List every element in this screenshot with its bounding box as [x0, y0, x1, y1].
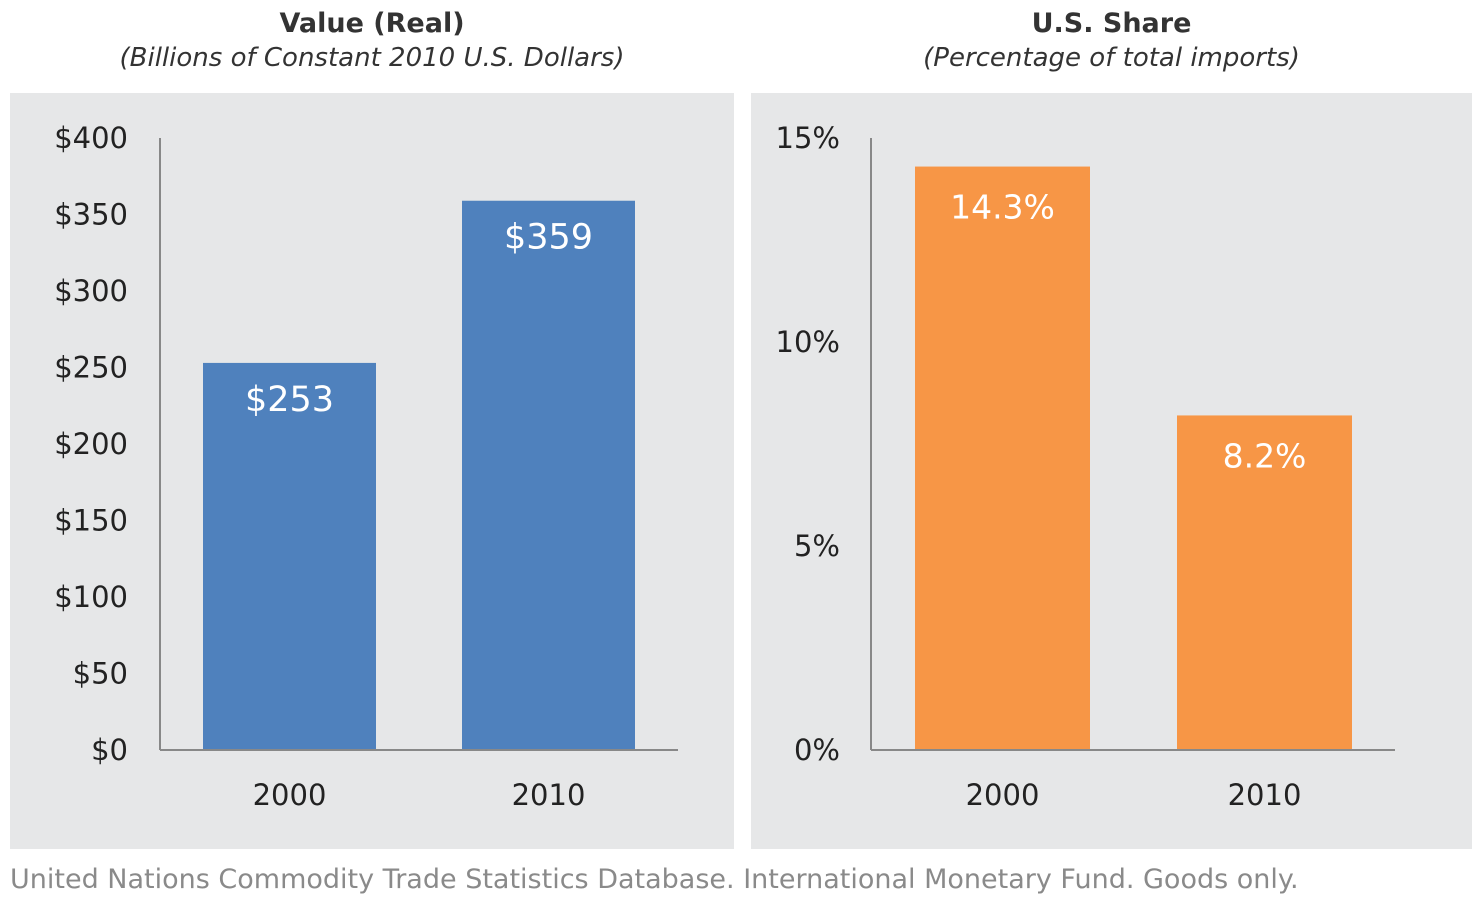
y-tick-label: $350 — [54, 198, 128, 232]
y-tick-label: $0 — [91, 733, 128, 767]
left-subtitle: (Billions of Constant 2010 U.S. Dollars) — [119, 43, 625, 73]
y-tick-label: $50 — [73, 657, 128, 691]
data-label: $359 — [504, 218, 593, 258]
x-tick-label: 2000 — [966, 778, 1040, 812]
y-tick-label: $300 — [54, 274, 128, 308]
left-chart-title: Value (Real) (Billions of Constant 2010 … — [10, 8, 734, 73]
y-tick-label: $100 — [54, 580, 128, 614]
y-tick-label: 5% — [794, 529, 840, 563]
right-chart-title: U.S. Share (Percentage of total imports) — [751, 8, 1472, 73]
y-tick-label: $150 — [54, 504, 128, 538]
x-tick-label: 2010 — [512, 778, 586, 812]
bar-2010 — [462, 200, 635, 751]
y-tick-label: $250 — [54, 351, 128, 385]
x-tick-label: 2010 — [1228, 778, 1302, 812]
x-tick-label: 2000 — [253, 778, 327, 812]
data-label: $253 — [245, 380, 334, 420]
y-tick-label: 0% — [794, 733, 840, 767]
data-label: 14.3% — [950, 188, 1055, 227]
right-title: U.S. Share — [1031, 8, 1192, 39]
y-tick-label: 10% — [776, 325, 840, 359]
y-tick-label: $400 — [54, 121, 128, 155]
bar-2000 — [203, 362, 376, 750]
left-title: Value (Real) — [279, 8, 465, 39]
data-label: 8.2% — [1223, 436, 1307, 475]
source-note: United Nations Commodity Trade Statistic… — [10, 864, 1299, 895]
y-tick-label: $200 — [54, 427, 128, 461]
bar-2000 — [915, 166, 1090, 750]
y-tick-label: 15% — [776, 121, 840, 155]
bar-2010 — [1177, 415, 1352, 750]
right-subtitle: (Percentage of total imports) — [923, 43, 1300, 73]
